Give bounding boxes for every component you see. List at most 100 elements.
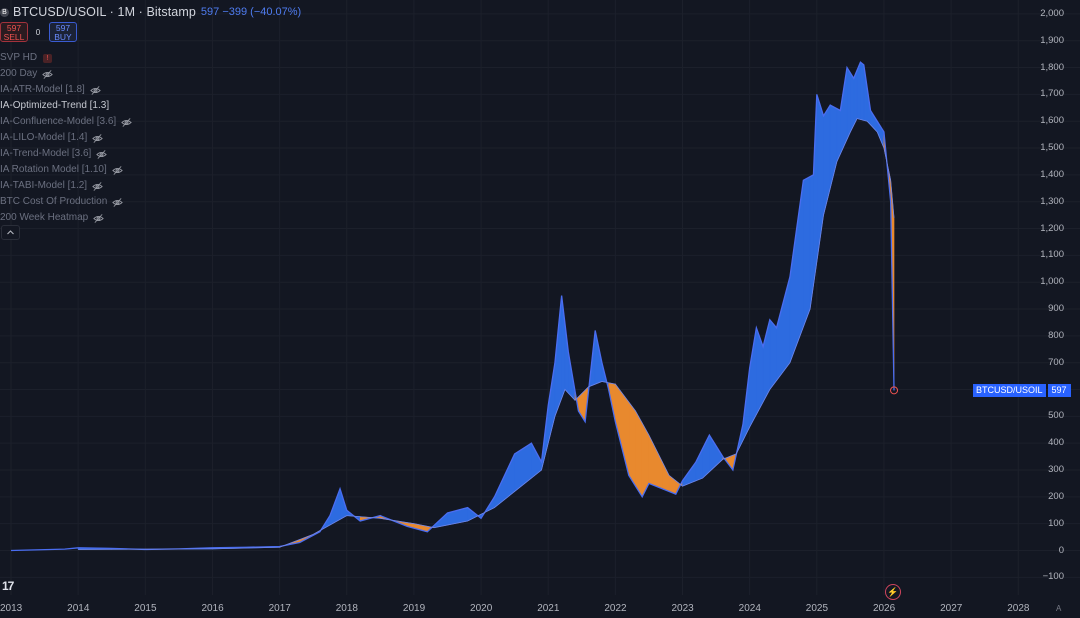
price-tick-label: 900: [1048, 303, 1064, 315]
bull-band-segment: [749, 327, 757, 428]
price-tag-symbol: BTCUSD/USOIL: [973, 384, 1046, 397]
time-tick-label: 2014: [67, 603, 90, 614]
indicator-item[interactable]: IA-ATR-Model [1.8]: [0, 82, 132, 98]
price-tick-label: 1,200: [1040, 222, 1064, 234]
time-tick-label: 2023: [671, 603, 694, 614]
eye-hidden-icon[interactable]: [92, 181, 103, 192]
indicator-item[interactable]: IA-TABI-Model [1.2]: [0, 178, 132, 194]
sell-button[interactable]: 597 SELL: [0, 22, 28, 42]
sell-label: SELL: [3, 32, 25, 42]
indicator-item[interactable]: IA-Optimized-Trend [1.3]: [0, 98, 132, 114]
time-tick-label: 2018: [335, 603, 358, 614]
price-tag-value: 597: [1047, 384, 1071, 397]
indicator-name: IA-LILO-Model [1.4]: [0, 132, 88, 143]
bull-band-segment: [850, 71, 855, 133]
time-tick-label: 2019: [402, 603, 426, 614]
price-tick-label: 700: [1048, 356, 1064, 368]
time-tick-label: 2015: [134, 603, 157, 614]
bear-band-segment: [635, 409, 643, 498]
buy-button[interactable]: 597 BUY: [49, 22, 77, 42]
eye-hidden-icon[interactable]: [42, 69, 54, 80]
indicator-item[interactable]: SVP HD!: [0, 50, 132, 66]
indicator-item[interactable]: 200 Week Heatmap: [0, 210, 132, 226]
indicator-name: IA-Trend-Model [3.6]: [0, 148, 92, 159]
indicator-name: IA Rotation Model [1.10]: [0, 164, 107, 175]
trend-line: [78, 118, 895, 550]
chevron-up-icon: [7, 230, 14, 235]
price-tick-label: 400: [1048, 437, 1064, 449]
indicator-item[interactable]: IA-Confluence-Model [3.6]: [0, 114, 132, 130]
time-tick-label: 2024: [738, 603, 761, 614]
price-tick-label: 100: [1048, 517, 1064, 529]
price-tick-label: 1,500: [1040, 142, 1064, 154]
buy-price: 597: [55, 23, 71, 33]
indicator-item[interactable]: BTC Cost Of Production: [0, 194, 132, 210]
eye-hidden-icon[interactable]: [92, 133, 104, 144]
error-icon[interactable]: !: [43, 53, 53, 63]
bear-band-segment: [662, 461, 670, 492]
time-tick-label: 2025: [805, 603, 829, 614]
trend-bands: [77, 61, 895, 550]
bull-band-segment: [695, 448, 703, 482]
indicator-name: IA-Optimized-Trend [1.3]: [0, 100, 110, 111]
indicator-name: 200 Day: [0, 68, 38, 79]
sell-price: 597: [6, 23, 22, 33]
eye-hidden-icon[interactable]: [96, 149, 108, 160]
bull-band-segment: [531, 443, 542, 479]
bull-band-segment: [823, 104, 831, 216]
price-tick-label: 500: [1048, 410, 1064, 422]
bull-band-segment: [856, 62, 861, 120]
time-tick-label: 2016: [201, 603, 224, 614]
last-price-label: BTCUSD/USOIL 597: [973, 384, 1071, 397]
last-price-marker: [890, 386, 899, 395]
price-change: 597 −399 (−40.07%): [200, 6, 302, 18]
chart-legend-header: B BTCUSD/USOIL · 1M · Bitstamp 597 −399 …: [0, 5, 301, 19]
eye-hidden-icon[interactable]: [112, 197, 124, 208]
price-tick-label: 1,100: [1040, 249, 1064, 261]
time-tick-label: 2027: [940, 603, 963, 614]
bitstamp-logo-icon: B: [0, 7, 9, 17]
price-tick-label: 1,600: [1040, 115, 1064, 127]
time-tick-label: 2013: [0, 603, 23, 614]
price-tick-label: 1,800: [1040, 61, 1064, 73]
indicator-item[interactable]: 200 Day: [0, 66, 132, 82]
bull-band-segment: [756, 327, 764, 415]
price-tick-label: 1,900: [1040, 34, 1064, 46]
eye-hidden-icon[interactable]: [90, 85, 101, 96]
indicator-name: SVP HD: [0, 52, 38, 63]
indicator-name: BTC Cost Of Production: [0, 196, 108, 207]
indicator-name: IA-Confluence-Model [3.6]: [0, 116, 117, 127]
time-tick-label: 2021: [537, 603, 560, 614]
trade-buttons: 597 SELL 0 597 BUY: [0, 22, 77, 42]
bull-band-segment: [789, 180, 804, 363]
time-tick-label: 2020: [470, 603, 493, 614]
price-tick-label: 800: [1048, 329, 1064, 341]
bull-band-segment: [860, 61, 865, 121]
indicator-list: SVP HD! 200 Day IA-ATR-Model [1.8] IA-Optim…: [0, 50, 132, 226]
lightning-icon[interactable]: ⚡: [885, 584, 901, 600]
bull-band-segment: [769, 318, 777, 391]
eye-hidden-icon[interactable]: [111, 165, 123, 176]
indicator-item[interactable]: IA-Trend-Model [3.6]: [0, 146, 132, 162]
bull-band-segment: [846, 66, 851, 140]
price-lines: [10, 61, 895, 552]
indicator-item[interactable]: IA Rotation Model [1.10]: [0, 162, 132, 178]
collapse-legend-button[interactable]: [1, 225, 20, 240]
price-tick-label: 0: [1058, 544, 1064, 556]
time-tick-label: 2022: [604, 603, 627, 614]
eye-hidden-icon[interactable]: [121, 117, 132, 128]
indicator-item[interactable]: IA-LILO-Model [1.4]: [0, 130, 132, 146]
chart-grid: [0, 0, 1080, 595]
tradingview-logo-icon[interactable]: 17: [2, 579, 14, 593]
price-tick-label: 2,000: [1040, 7, 1064, 19]
spread-value: 0: [35, 27, 41, 37]
bull-band-segment: [836, 108, 841, 162]
symbol-title[interactable]: BTCUSD/USOIL · 1M · Bitstamp: [13, 5, 196, 19]
bull-band-segment: [514, 442, 532, 493]
price-tick-label: 1,400: [1040, 168, 1064, 180]
eye-hidden-icon[interactable]: [93, 213, 104, 224]
bear-band-segment: [628, 401, 636, 488]
price-line: [10, 61, 895, 552]
auto-scale-button[interactable]: A: [1056, 604, 1062, 613]
